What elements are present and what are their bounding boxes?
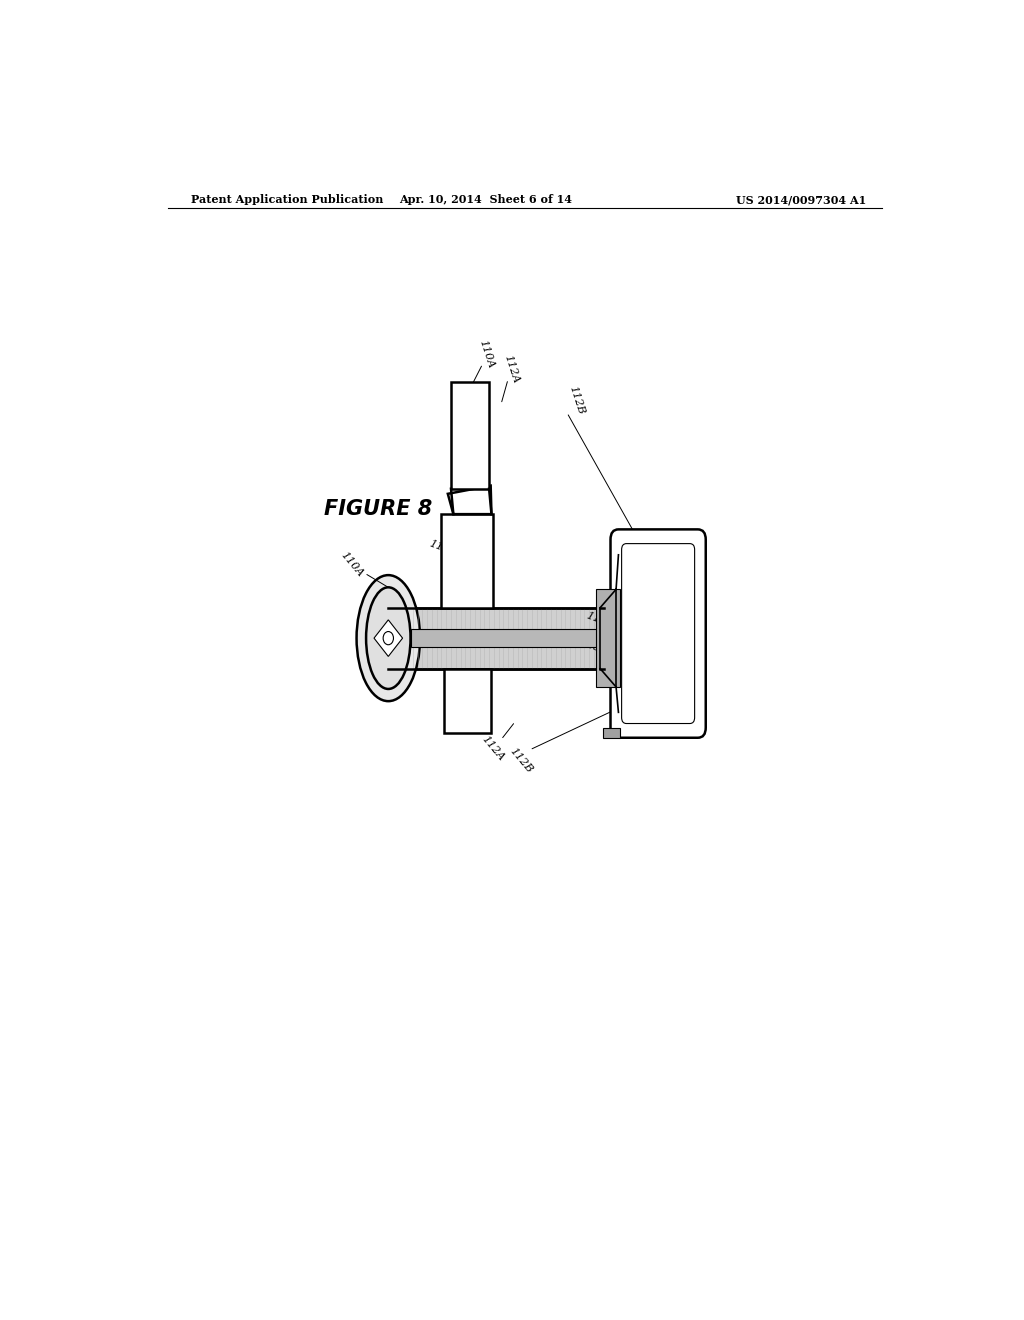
Text: 111: 111 [427, 539, 451, 554]
Bar [411, 630, 608, 647]
Text: Patent Application Publication: Patent Application Publication [191, 194, 384, 205]
Bar [596, 589, 620, 686]
Text: 112B: 112B [567, 384, 586, 416]
Bar [443, 669, 490, 733]
Text: 110A: 110A [477, 338, 496, 370]
Text: Apr. 10, 2014  Sheet 6 of 14: Apr. 10, 2014 Sheet 6 of 14 [398, 194, 571, 205]
Text: US 2014/0097304 A1: US 2014/0097304 A1 [736, 194, 866, 205]
Bar [388, 607, 604, 669]
Circle shape [383, 631, 393, 644]
Text: 110A: 110A [339, 549, 366, 578]
Bar [451, 381, 489, 488]
FancyBboxPatch shape [610, 529, 706, 738]
FancyBboxPatch shape [622, 544, 694, 723]
Text: 112A: 112A [502, 354, 520, 384]
Text: 103: 103 [585, 640, 608, 656]
Ellipse shape [356, 576, 420, 701]
Polygon shape [374, 620, 402, 656]
Ellipse shape [367, 587, 411, 689]
Text: FIGURE 8: FIGURE 8 [324, 499, 432, 519]
Text: 112A: 112A [480, 734, 506, 763]
Bar [602, 727, 620, 738]
Text: 112: 112 [585, 610, 608, 627]
Text: 112B: 112B [508, 746, 535, 775]
Bar [441, 513, 494, 607]
Polygon shape [447, 486, 492, 515]
